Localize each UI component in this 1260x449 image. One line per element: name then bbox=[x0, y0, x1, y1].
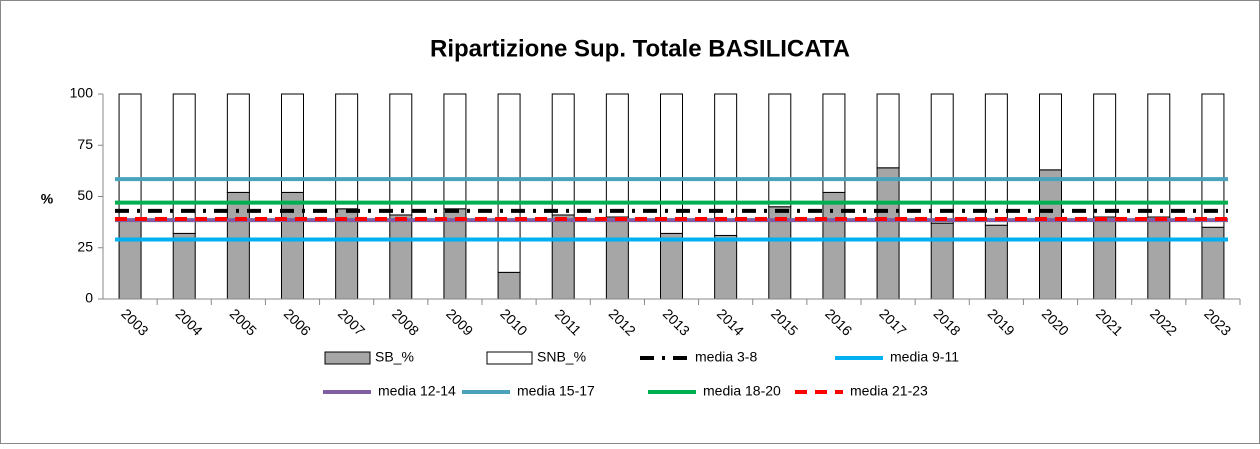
bar-segment bbox=[443, 208, 467, 300]
bar-segment bbox=[1201, 93, 1225, 228]
bar-segment bbox=[335, 208, 359, 300]
bar-segment bbox=[118, 220, 142, 300]
chart-title: Ripartizione Sup. Totale BASILICATA bbox=[430, 35, 850, 62]
bar-segment bbox=[497, 93, 521, 273]
legend-label: SB_% bbox=[375, 349, 414, 365]
legend-label: media 21-23 bbox=[850, 383, 928, 399]
bar-segment bbox=[389, 93, 413, 216]
bar-segment bbox=[876, 167, 900, 300]
bar-segment bbox=[660, 93, 683, 234]
bar-segment bbox=[551, 93, 575, 216]
bar-segment bbox=[1147, 93, 1171, 218]
bar-segment bbox=[930, 93, 954, 224]
y-tick-label: 100 bbox=[70, 85, 94, 101]
legend-label: media 15-17 bbox=[517, 383, 595, 399]
y-tick-label: 50 bbox=[77, 187, 93, 203]
bar-segment bbox=[172, 232, 196, 300]
bar-segment bbox=[1093, 216, 1117, 300]
legend-label: media 9-11 bbox=[890, 349, 959, 365]
bar-segment bbox=[281, 191, 304, 300]
bar-segment bbox=[876, 93, 900, 169]
bar-segment bbox=[660, 232, 683, 300]
bar-segment bbox=[226, 93, 250, 193]
bar-segment bbox=[1093, 93, 1117, 218]
bar-segment bbox=[822, 191, 846, 300]
bar-segment bbox=[605, 93, 629, 218]
y-tick-label: 25 bbox=[77, 238, 93, 254]
bar-segment bbox=[714, 234, 738, 300]
bar-segment bbox=[930, 222, 954, 300]
bar-segment bbox=[497, 271, 521, 300]
bar-segment bbox=[443, 93, 467, 210]
bar-segment bbox=[1039, 93, 1062, 171]
legend-swatch bbox=[324, 351, 371, 365]
bar-segment bbox=[984, 93, 1008, 226]
bar-segment bbox=[984, 224, 1008, 300]
bar-segment bbox=[1039, 169, 1062, 300]
legend-label: media 18-20 bbox=[703, 383, 781, 399]
bar-segment bbox=[389, 214, 413, 300]
bar-segment bbox=[605, 216, 629, 300]
y-tick-label: 75 bbox=[77, 136, 93, 152]
legend-label: media 12-14 bbox=[378, 383, 456, 399]
bar-segment bbox=[1147, 216, 1171, 300]
bar-segment bbox=[768, 93, 792, 208]
legend-swatch bbox=[486, 351, 533, 365]
legend-label: media 3-8 bbox=[695, 349, 757, 365]
bar-segment bbox=[551, 214, 575, 300]
y-tick-label: 0 bbox=[85, 290, 93, 306]
bar-segment bbox=[714, 93, 738, 236]
bar-segment bbox=[172, 93, 196, 234]
y-axis-label: % bbox=[41, 191, 54, 207]
bar-segment bbox=[822, 93, 846, 193]
legend-label: SNB_% bbox=[537, 349, 586, 365]
bar-segment bbox=[335, 93, 359, 210]
bar-segment bbox=[226, 191, 250, 300]
bar-segment bbox=[281, 93, 304, 193]
